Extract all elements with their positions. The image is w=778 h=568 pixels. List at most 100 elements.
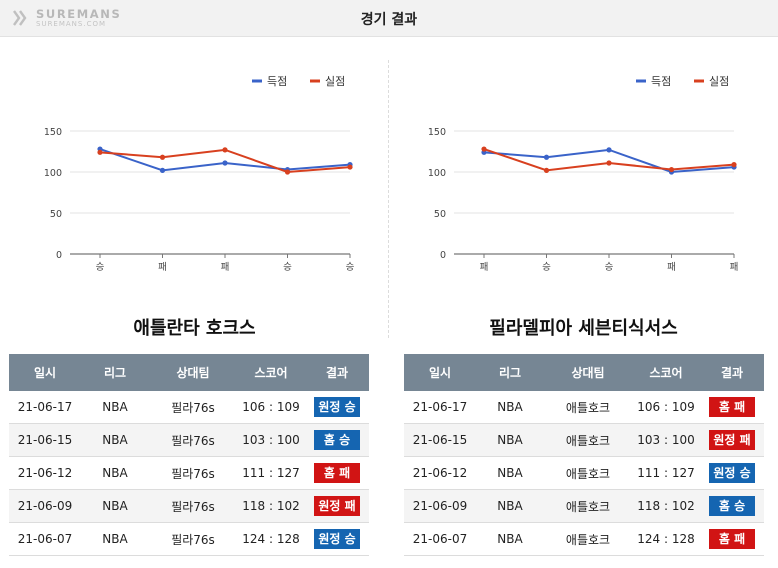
cell-result: 홈 승: [700, 489, 764, 523]
y-tick-label: 150: [428, 127, 446, 138]
cell-league: NBA: [476, 489, 544, 523]
cell-league: NBA: [81, 456, 149, 490]
result-badge: 원정 승: [314, 529, 360, 549]
cell-score: 124 : 128: [632, 522, 700, 556]
column-header: 결과: [700, 354, 764, 391]
cell-result: 홈 패: [700, 522, 764, 556]
cell-date: 21-06-07: [9, 522, 81, 556]
result-badge: 홈 패: [709, 397, 755, 417]
cell-league: NBA: [81, 423, 149, 457]
logo[interactable]: SUREMANS SUREMANS.COM: [8, 6, 128, 32]
data-point-1: [222, 160, 228, 166]
page-header: SUREMANS SUREMANS.COM 경기 결과: [0, 0, 778, 37]
cell-score: 103 : 100: [237, 423, 305, 457]
table-header-row: 일시 리그 상대팀 스코어 결과: [404, 354, 764, 391]
cell-opponent: 필라76s: [149, 456, 237, 490]
column-header: 상대팀: [544, 354, 632, 391]
chart-team-2: 득점 실점 0 50 100 150 패 승 승 패 패: [404, 64, 754, 288]
logo-icon: [13, 10, 27, 26]
result-badge: 홈 패: [709, 529, 755, 549]
result-badge: 원정 패: [314, 496, 360, 516]
column-header: 일시: [9, 354, 81, 391]
result-badge: 홈 패: [314, 463, 360, 483]
chart-team-1: 득점 실점 0 50 100 150 승 패 패 승 승: [20, 64, 370, 288]
y-tick-label: 150: [44, 127, 62, 138]
line-chart-team-1: 득점 실점 0 50 100 150 승 패 패 승 승: [44, 75, 355, 273]
cell-score: 106 : 109: [237, 391, 305, 424]
cell-date: 21-06-12: [404, 456, 476, 490]
column-divider: [388, 60, 389, 338]
table-row: 21-06-17 NBA 애틀호크 106 : 109 홈 패: [404, 391, 764, 424]
cell-league: NBA: [81, 522, 149, 556]
cell-date: 21-06-07: [404, 522, 476, 556]
data-point-2: [347, 164, 353, 170]
column-header: 결과: [305, 354, 369, 391]
cell-score: 124 : 128: [237, 522, 305, 556]
data-point-2: [222, 147, 228, 153]
column-header: 일시: [404, 354, 476, 391]
x-tick-label: 패: [480, 262, 489, 273]
table-row: 21-06-17 NBA 필라76s 106 : 109 원정 승: [9, 391, 369, 424]
cell-league: NBA: [476, 522, 544, 556]
cell-opponent: 애틀호크: [544, 423, 632, 457]
line-chart-team-2: 득점 실점 0 50 100 150 패 승 승 패 패: [428, 75, 739, 273]
cell-opponent: 필라76s: [149, 423, 237, 457]
logo-subtext: SUREMANS.COM: [36, 20, 107, 28]
cell-date: 21-06-09: [9, 489, 81, 523]
y-tick-label: 0: [56, 250, 62, 261]
cell-result: 홈 패: [700, 391, 764, 424]
page-title: 경기 결과: [360, 12, 418, 28]
x-tick-label: 패: [158, 262, 167, 273]
cell-date: 21-06-15: [9, 423, 81, 457]
column-header: 스코어: [632, 354, 700, 391]
table-row: 21-06-07 NBA 필라76s 124 : 128 원정 승: [9, 522, 369, 556]
table-row: 21-06-15 NBA 애틀호크 103 : 100 원정 패: [404, 423, 764, 457]
logo-text: SUREMANS: [36, 7, 122, 21]
x-tick-label: 승: [346, 262, 355, 273]
data-point-2: [543, 167, 550, 173]
column-header: 상대팀: [149, 354, 237, 391]
cell-date: 21-06-09: [404, 489, 476, 523]
data-point-2: [668, 166, 675, 173]
data-point-1: [606, 147, 612, 153]
x-tick-label: 승: [96, 262, 105, 273]
legend-label-1: 득점: [267, 75, 287, 88]
cell-result: 원정 패: [700, 423, 764, 457]
cell-date: 21-06-17: [404, 391, 476, 424]
result-badge: 홈 승: [709, 496, 755, 516]
cell-league: NBA: [81, 391, 149, 424]
column-header: 리그: [81, 354, 149, 391]
cell-opponent: 애틀호크: [544, 456, 632, 490]
cell-date: 21-06-15: [404, 423, 476, 457]
cell-score: 106 : 109: [632, 391, 700, 424]
data-point-1: [159, 167, 166, 173]
result-badge: 원정 패: [709, 430, 755, 450]
cell-result: 원정 패: [305, 489, 369, 523]
table-header-row: 일시 리그 상대팀 스코어 결과: [9, 354, 369, 391]
cell-league: NBA: [476, 456, 544, 490]
x-tick-label: 승: [542, 262, 551, 273]
results-table-team-1: 일시 리그 상대팀 스코어 결과 21-06-17 NBA 필라76s 106 : 109 원정…: [9, 354, 369, 556]
x-tick-label: 패: [221, 262, 230, 273]
y-tick-label: 50: [434, 209, 446, 220]
cell-opponent: 필라76s: [149, 391, 237, 424]
cell-opponent: 필라76s: [149, 489, 237, 523]
x-tick-label: 패: [667, 262, 676, 273]
cell-league: NBA: [476, 423, 544, 457]
cell-league: NBA: [81, 489, 149, 523]
cell-score: 111 : 127: [632, 456, 700, 490]
legend-label-2: 실점: [325, 75, 345, 88]
cell-score: 118 : 102: [237, 489, 305, 523]
table-row: 21-06-09 NBA 필라76s 118 : 102 원정 패: [9, 489, 369, 523]
table-row: 21-06-07 NBA 애틀호크 124 : 128 홈 패: [404, 522, 764, 556]
cell-result: 원정 승: [305, 391, 369, 424]
results-table-team-2: 일시 리그 상대팀 스코어 결과 21-06-17 NBA 애틀호크 106 : 109 홈 패…: [404, 354, 764, 556]
data-point-2: [97, 149, 103, 155]
result-badge: 원정 승: [709, 463, 755, 483]
y-tick-label: 100: [44, 168, 62, 179]
cell-result: 원정 승: [305, 522, 369, 556]
cell-opponent: 애틀호크: [544, 489, 632, 523]
x-tick-label: 패: [730, 262, 739, 273]
cell-opponent: 애틀호크: [544, 391, 632, 424]
cell-opponent: 애틀호크: [544, 522, 632, 556]
